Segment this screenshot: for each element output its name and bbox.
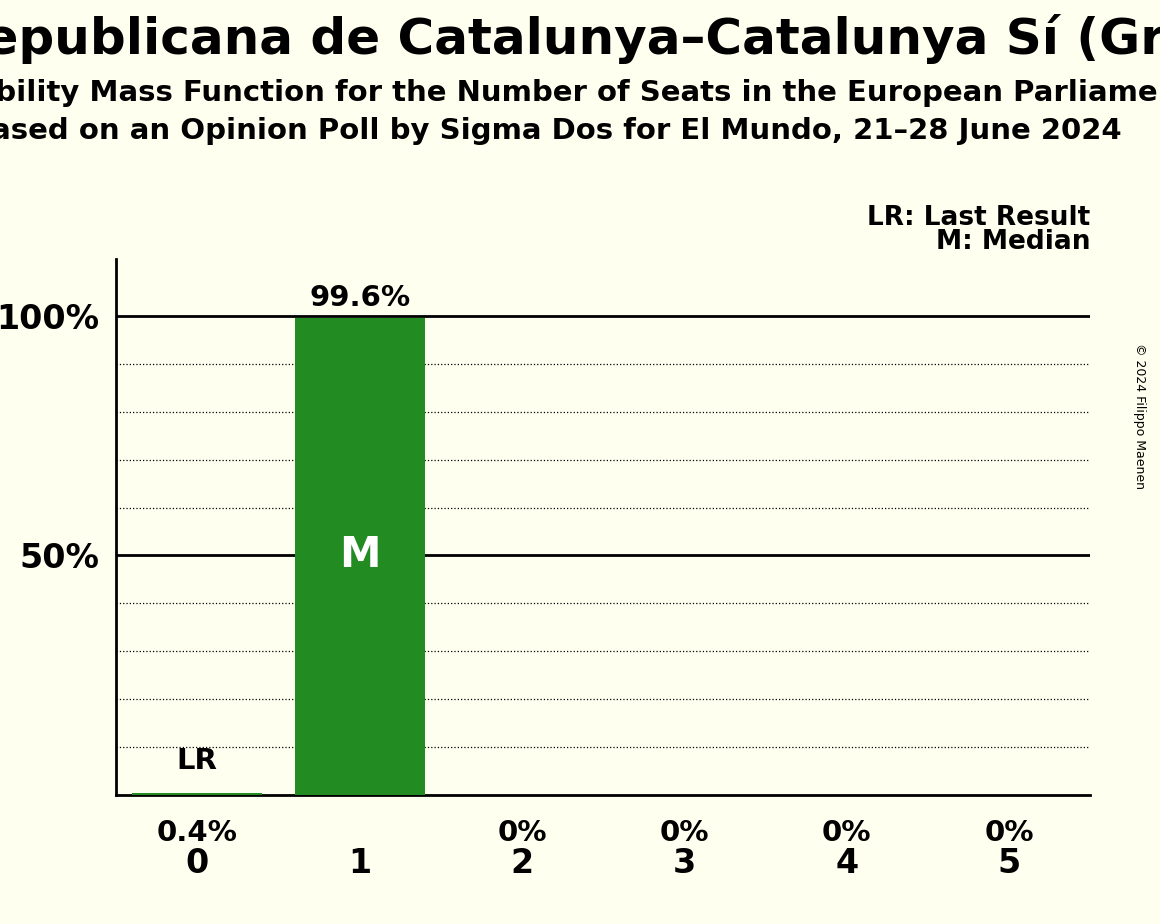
- Text: 99.6%: 99.6%: [309, 285, 411, 312]
- Text: 0%: 0%: [822, 819, 871, 846]
- Text: M: M: [339, 534, 380, 577]
- Text: LR: Last Result: LR: Last Result: [868, 205, 1090, 231]
- Text: 0%: 0%: [660, 819, 709, 846]
- Text: Probability Mass Function for the Number of Seats in the European Parliament: Probability Mass Function for the Number…: [0, 79, 1160, 106]
- Text: 0%: 0%: [498, 819, 546, 846]
- Text: Based on an Opinion Poll by Sigma Dos for El Mundo, 21–28 June 2024: Based on an Opinion Poll by Sigma Dos fo…: [0, 117, 1122, 145]
- Text: M: Median: M: Median: [936, 229, 1090, 255]
- Text: 0.4%: 0.4%: [157, 819, 238, 846]
- Text: © 2024 Filippo Maenen: © 2024 Filippo Maenen: [1132, 343, 1146, 489]
- Bar: [295, 318, 425, 795]
- Bar: [132, 793, 262, 795]
- Text: 0%: 0%: [985, 819, 1034, 846]
- Text: LR: LR: [176, 748, 218, 775]
- Text: querra Republicana de Catalunya–Catalunya Sí (Greens/E: querra Republicana de Catalunya–Cataluny…: [0, 14, 1160, 64]
